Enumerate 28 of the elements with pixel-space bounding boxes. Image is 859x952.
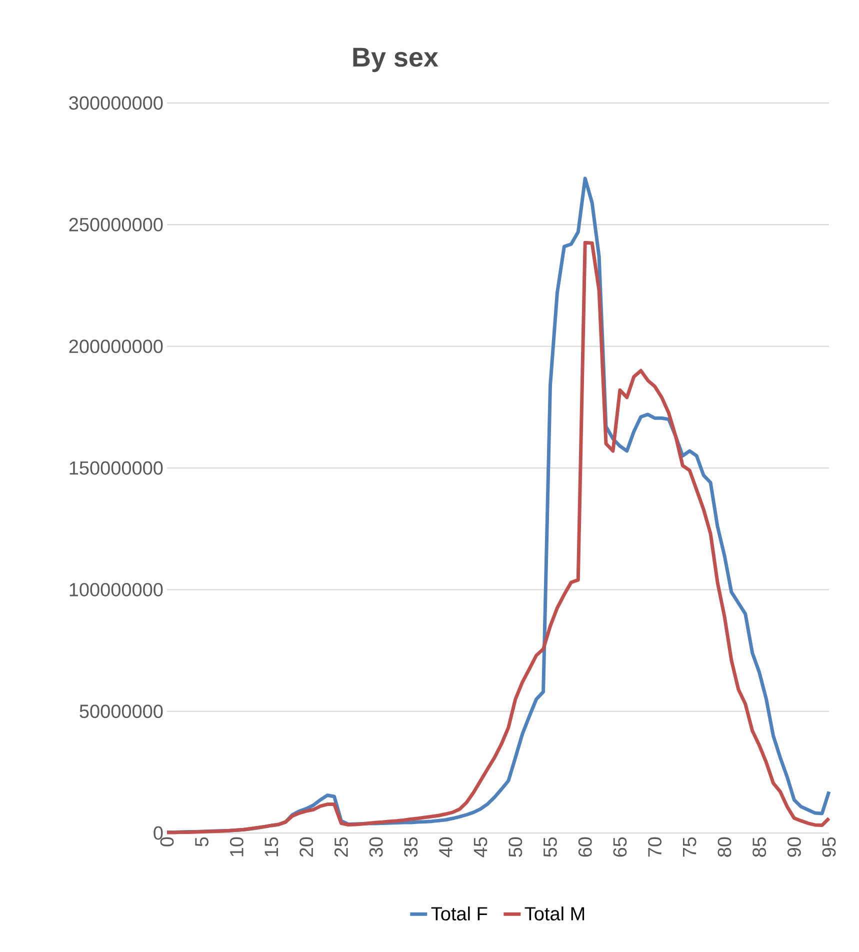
legend-label: Total F — [431, 906, 488, 920]
x-tick-label: 85 — [752, 837, 766, 857]
x-tick-label: 30 — [369, 837, 383, 857]
x-tick-label: 70 — [648, 837, 662, 857]
x-tick-label: 80 — [718, 837, 732, 857]
y-tick-label: 300000000 — [69, 96, 163, 110]
x-tick-label: 5 — [195, 837, 208, 846]
x-tick-label: 25 — [334, 837, 348, 857]
x-tick-label: 65 — [613, 837, 627, 857]
legend-label: Total M — [524, 906, 584, 920]
x-tick-label: 10 — [230, 837, 244, 856]
x-tick-label: 50 — [508, 837, 522, 857]
x-tick-label: 15 — [264, 837, 278, 856]
y-tick-label: 150000000 — [70, 461, 163, 475]
x-tick-label: 60 — [578, 837, 592, 857]
y-tick-label: 200000000 — [69, 340, 163, 354]
x-tick-label: 90 — [787, 837, 801, 857]
x-tick-label: 75 — [683, 837, 696, 857]
chart-title: By sex — [353, 48, 438, 72]
y-tick-label: 250000000 — [69, 218, 163, 232]
y-tick-label: 100000000 — [70, 582, 163, 596]
x-tick-label: 35 — [404, 837, 418, 857]
x-tick-label: 95 — [822, 837, 836, 857]
x-tick-label: 40 — [439, 837, 452, 858]
x-tick-label: 55 — [544, 837, 557, 857]
x-tick-label: 20 — [300, 837, 314, 857]
y-tick-label: 50000000 — [80, 704, 163, 718]
x-tick-label: 45 — [474, 837, 488, 858]
